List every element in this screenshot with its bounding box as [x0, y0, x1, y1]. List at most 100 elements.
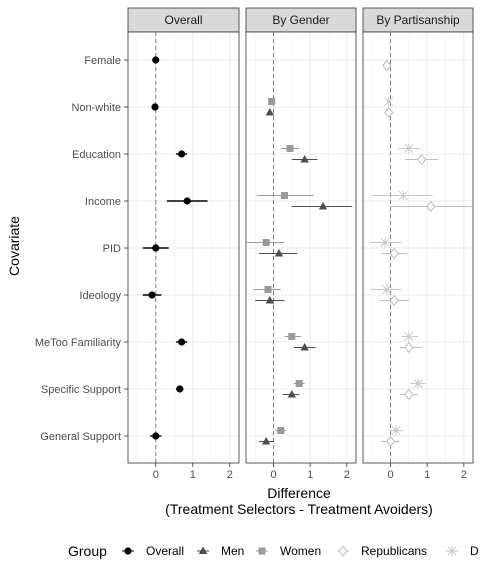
y-axis: Female Non-white Education Income PID Ideolog…: [35, 55, 128, 443]
series-by-partisanship-democrats: [370, 96, 433, 436]
point-specific-support: [287, 390, 297, 398]
point-ideology: [264, 286, 272, 293]
series-by-partisanship-republicans: [379, 59, 472, 448]
point-non-white: [268, 98, 276, 105]
legend-key-marker: [198, 546, 208, 554]
legend-entry-overall: Overall: [122, 544, 184, 558]
facet-strip-label: Overall: [164, 13, 202, 27]
point-education: [404, 143, 414, 154]
point-general-support: [152, 432, 160, 440]
legend-label: D: [470, 544, 479, 558]
point-metoo-familiarity: [300, 343, 309, 351]
y-tick-label-general-support: General Support: [40, 431, 121, 443]
legend-key-marker: [124, 547, 132, 555]
point-income: [426, 200, 436, 213]
y-tick-label-income: Income: [85, 196, 121, 208]
point-education: [286, 145, 294, 152]
point-ideology: [389, 294, 399, 307]
x-tick-label: 2: [344, 469, 350, 481]
point-metoo-familiarity: [404, 341, 414, 354]
point-pid: [262, 239, 270, 246]
point-female: [152, 56, 160, 64]
point-general-support: [261, 437, 271, 445]
legend-label: Overall: [146, 544, 184, 558]
y-tick-label-female: Female: [84, 55, 121, 67]
legend-key-marker: [258, 547, 266, 555]
facet-by-partisanship: By Partisanship 0 1 2: [362, 7, 474, 481]
point-specific-support: [295, 380, 303, 387]
point-pid: [380, 237, 390, 248]
x-tick-label: 0: [153, 469, 159, 481]
legend-label: Republicans: [361, 544, 427, 558]
point-pid: [274, 249, 284, 257]
legend-key-marker: [338, 545, 348, 557]
y-tick-label-specific-support: Specific Support: [41, 384, 121, 396]
facet-by-gender: By Gender 0 1 2: [245, 7, 357, 481]
point-non-white: [151, 103, 159, 111]
facet-overall: Overall 0 1 2: [127, 7, 240, 481]
point-female: [382, 59, 392, 72]
series-overall-overall: [142, 56, 208, 440]
point-ideology: [265, 296, 275, 304]
legend-key-marker: [447, 545, 457, 557]
facet-strip-label: By Gender: [272, 13, 329, 27]
x-tick-label: 1: [307, 469, 313, 481]
series-by-gender-men: [255, 108, 353, 445]
facet-strip: [362, 7, 474, 33]
point-metoo-familiarity: [178, 338, 186, 346]
x-axis-title-line1: Difference: [267, 485, 331, 501]
x-axis-title-line2: (Treatment Selectors - Treatment Avoider…: [165, 501, 433, 517]
point-specific-support: [176, 385, 184, 393]
point-education: [178, 150, 186, 158]
legend: Group Overall Men Women Republicans D: [68, 543, 479, 559]
legend-entry-republicans: Republicans: [337, 544, 427, 558]
point-ideology: [148, 291, 156, 299]
panel-border: [127, 31, 240, 464]
legend-entry-d: D: [446, 544, 479, 558]
facet-panels: Overall 0 1 2 By Gender 0 1 2 By Partisanship 0 1 2: [127, 7, 474, 481]
panel-border: [245, 31, 357, 464]
point-education: [300, 155, 309, 163]
y-tick-label-non-white: Non-white: [71, 102, 121, 114]
point-non-white: [265, 108, 275, 116]
x-tick-label: 2: [227, 469, 233, 481]
facet-strip-label: By Partisanship: [376, 13, 460, 27]
legend-title: Group: [68, 543, 107, 559]
x-tick-label: 2: [461, 469, 467, 481]
point-specific-support: [413, 378, 423, 389]
series-by-gender-women: [246, 98, 314, 434]
x-tick-label: 1: [424, 469, 430, 481]
point-pid: [389, 247, 399, 260]
x-tick-label: 0: [270, 469, 276, 481]
point-metoo-familiarity: [404, 331, 414, 342]
x-tick-label: 1: [190, 469, 196, 481]
point-metoo-familiarity: [288, 333, 296, 340]
x-tick-label: 0: [387, 469, 393, 481]
point-ideology: [382, 284, 392, 295]
point-non-white: [384, 106, 394, 119]
point-income: [183, 197, 191, 205]
point-general-support: [385, 435, 396, 448]
y-tick-label-education: Education: [72, 149, 121, 161]
y-tick-label-metoo-familiarity: MeToo Familiarity: [35, 337, 122, 349]
point-non-white: [384, 96, 394, 107]
point-general-support: [277, 427, 285, 434]
point-pid: [152, 244, 160, 252]
panel-border: [362, 31, 474, 464]
facet-strip: [245, 7, 357, 33]
legend-entry-men: Men: [197, 544, 244, 558]
legend-label: Women: [280, 544, 321, 558]
facet-strip: [127, 7, 240, 33]
point-income: [398, 190, 408, 201]
y-tick-label-pid: PID: [103, 243, 121, 255]
point-specific-support: [404, 388, 414, 401]
legend-label: Men: [221, 544, 244, 558]
legend-entry-women: Women: [256, 544, 321, 558]
point-income: [281, 192, 288, 199]
point-education: [417, 153, 427, 166]
point-income: [318, 202, 328, 210]
y-tick-label-ideology: Ideology: [79, 290, 121, 302]
y-axis-title: Covariate: [6, 216, 22, 276]
point-general-support: [391, 425, 401, 436]
